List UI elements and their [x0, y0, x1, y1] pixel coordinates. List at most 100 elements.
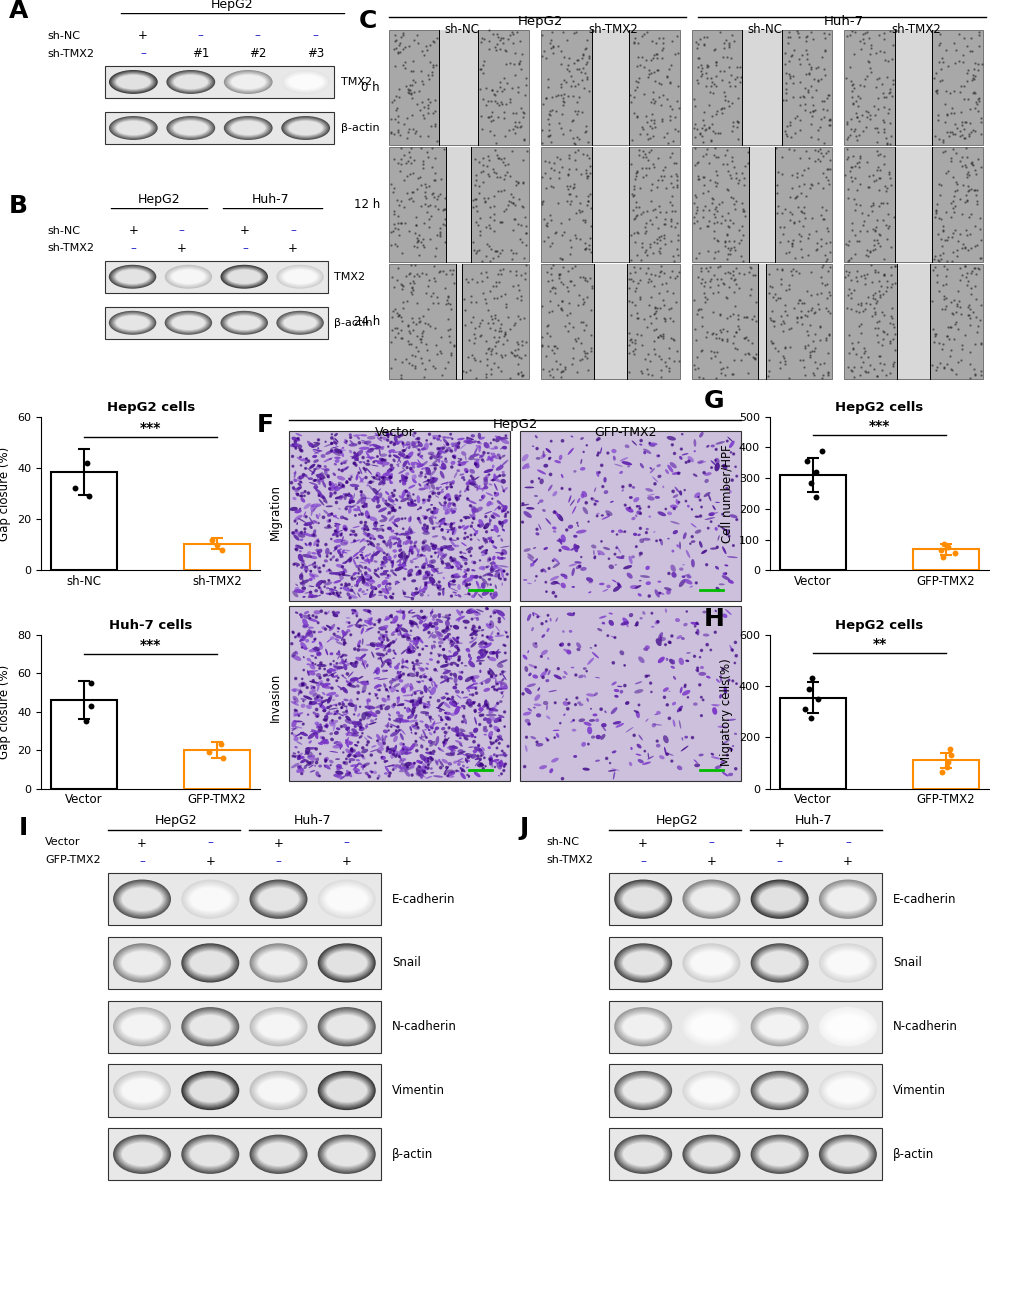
Point [413, 232, 429, 253]
Point [484, 249, 500, 269]
Point [864, 165, 880, 186]
Ellipse shape [446, 447, 451, 451]
Point [542, 159, 558, 179]
Ellipse shape [459, 556, 467, 559]
Point [970, 24, 986, 45]
Point [518, 255, 534, 276]
Ellipse shape [636, 510, 641, 514]
Ellipse shape [684, 574, 689, 576]
Ellipse shape [121, 951, 162, 974]
Point [310, 531, 326, 552]
Ellipse shape [279, 267, 320, 286]
Ellipse shape [373, 496, 376, 499]
Ellipse shape [409, 549, 413, 552]
Point [721, 237, 738, 258]
Ellipse shape [541, 568, 546, 572]
Ellipse shape [403, 476, 408, 480]
Ellipse shape [359, 619, 360, 621]
Point [668, 26, 685, 46]
Point [440, 286, 457, 307]
Text: β-actin: β-actin [893, 1147, 933, 1161]
Ellipse shape [385, 583, 389, 585]
Point [590, 428, 606, 449]
Point [692, 260, 708, 281]
Ellipse shape [114, 1008, 169, 1045]
Point [768, 258, 785, 278]
Point [803, 76, 819, 97]
Point [962, 277, 978, 298]
Point [393, 543, 410, 563]
Point [401, 262, 418, 282]
Point [438, 730, 454, 750]
Point [425, 356, 441, 376]
Point [651, 242, 667, 263]
Ellipse shape [453, 445, 458, 452]
Point [875, 97, 892, 117]
Point [408, 179, 424, 200]
Ellipse shape [476, 589, 479, 592]
Point [438, 264, 454, 285]
Ellipse shape [385, 477, 389, 481]
Point [383, 552, 399, 572]
Point [454, 361, 471, 382]
Ellipse shape [253, 1074, 304, 1107]
Point [706, 39, 722, 59]
Point [461, 584, 477, 605]
Ellipse shape [323, 757, 328, 762]
Point [436, 513, 452, 534]
Ellipse shape [360, 654, 366, 659]
Ellipse shape [493, 473, 496, 480]
Point [938, 353, 955, 374]
Ellipse shape [443, 766, 448, 772]
Point [382, 432, 398, 452]
Point [869, 157, 886, 178]
Ellipse shape [252, 946, 305, 981]
Point [518, 67, 534, 88]
Ellipse shape [322, 684, 328, 687]
Point [292, 447, 309, 468]
Point [389, 218, 406, 238]
Ellipse shape [619, 470, 623, 474]
Ellipse shape [389, 731, 398, 737]
Ellipse shape [363, 501, 367, 508]
Bar [105, 112, 334, 144]
Ellipse shape [477, 441, 482, 445]
Point [814, 99, 830, 120]
Ellipse shape [376, 543, 380, 545]
Point [655, 214, 672, 235]
Ellipse shape [452, 625, 459, 629]
Ellipse shape [672, 719, 675, 727]
Point [686, 95, 702, 116]
Point [328, 670, 344, 691]
Ellipse shape [492, 478, 501, 482]
Text: Huh-7: Huh-7 [794, 815, 832, 828]
Point [490, 327, 506, 348]
Ellipse shape [316, 478, 320, 485]
Point [576, 210, 592, 231]
Ellipse shape [315, 514, 319, 519]
Ellipse shape [465, 677, 472, 682]
Ellipse shape [343, 584, 347, 588]
Point [639, 67, 655, 88]
Ellipse shape [308, 732, 315, 740]
Ellipse shape [190, 1079, 230, 1102]
Point [336, 633, 353, 654]
Point [542, 101, 558, 121]
Point [819, 282, 836, 303]
Ellipse shape [384, 670, 387, 672]
Point [542, 258, 558, 278]
Ellipse shape [281, 116, 330, 141]
Point [802, 22, 818, 43]
Ellipse shape [370, 584, 372, 586]
Point [704, 282, 720, 303]
Point [450, 650, 467, 670]
Point [942, 293, 958, 313]
Point [708, 536, 725, 557]
Point [809, 57, 825, 77]
Point [564, 110, 580, 130]
Point [442, 474, 459, 495]
Ellipse shape [368, 722, 376, 724]
Ellipse shape [704, 517, 714, 519]
Point [859, 246, 875, 267]
Point [422, 669, 438, 690]
